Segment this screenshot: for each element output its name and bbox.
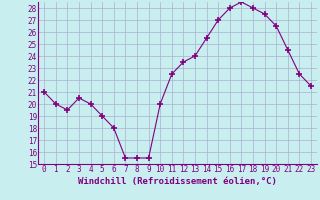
X-axis label: Windchill (Refroidissement éolien,°C): Windchill (Refroidissement éolien,°C) bbox=[78, 177, 277, 186]
